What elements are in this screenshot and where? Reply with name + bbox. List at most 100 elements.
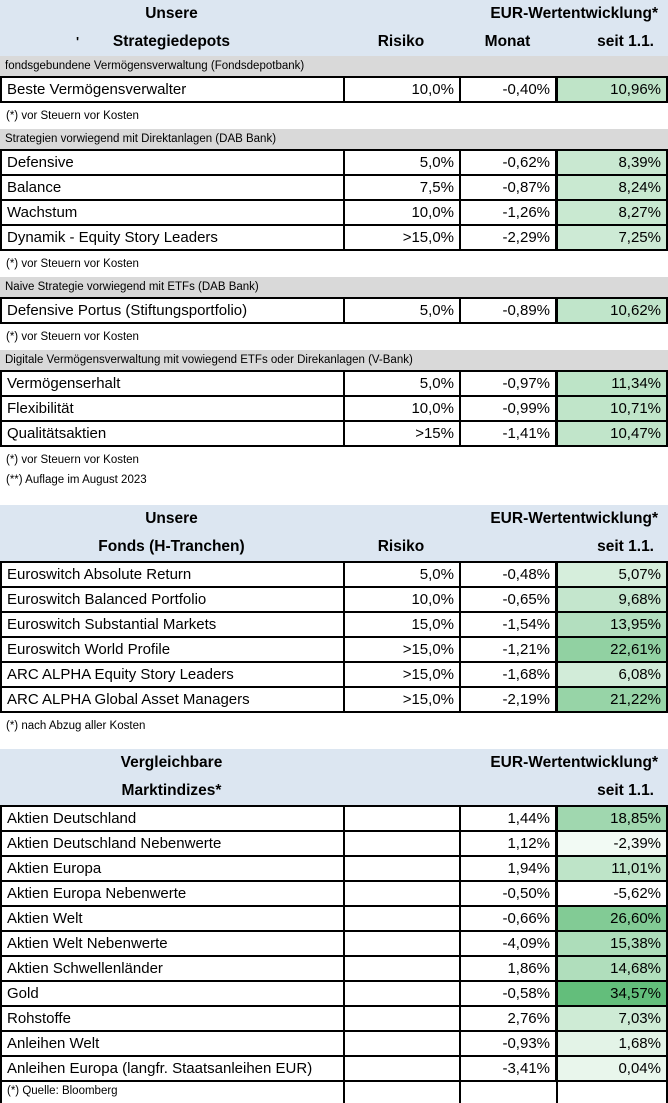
table-row: Aktien Welt -0,66% 26,60% <box>2 905 666 930</box>
risiko-value: 15,0% <box>345 613 461 636</box>
footnote: (*) vor Steuern vor Kosten <box>6 454 139 466</box>
table-row: Euroswitch Absolute Return 5,0% -0,48% 5,07… <box>2 563 666 586</box>
risiko-value: >15,0% <box>345 638 461 661</box>
table-row: Defensive Portus (Stiftungsportfolio) 5,0… <box>2 299 666 322</box>
table3-title-line2: Marktindizes* <box>121 782 222 799</box>
data-table: Beste Vermögensverwalter 10,0% -0,40% 10,96… <box>0 76 668 103</box>
table3-header: Vergleichbare EUR-Wertentwicklung* Markt… <box>0 749 668 805</box>
seit-value: 0,04% <box>558 1057 666 1080</box>
table-row: Vermögenserhalt 5,0% -0,97% 11,34% <box>2 372 666 395</box>
footnote: (*) vor Steuern vor Kosten <box>6 258 139 270</box>
seit-value: 5,07% <box>558 563 666 586</box>
table-row: Euroswitch Balanced Portfolio 10,0% -0,65%… <box>2 586 666 611</box>
monat-value: -0,62% <box>461 151 558 174</box>
seit-value: 11,34% <box>558 372 666 395</box>
seit-value: 11,01% <box>558 857 666 880</box>
instrument-name: Defensive Portus (Stiftungsportfolio) <box>2 299 345 322</box>
monat-value: -2,29% <box>461 226 558 249</box>
table1-header-row1: Unsere EUR-Wertentwicklung* <box>0 0 668 28</box>
seit-value: 14,68% <box>558 957 666 980</box>
instrument-name: Rohstoffe <box>2 1007 345 1030</box>
monat-value: -0,89% <box>461 299 558 322</box>
table-row: Anleihen Welt -0,93% 1,68% <box>2 1030 666 1055</box>
table-footer-row: (*) Quelle: Bloomberg <box>2 1080 666 1103</box>
risiko-value <box>345 807 461 830</box>
seit-value: 10,96% <box>558 78 666 101</box>
table-row: Wachstum 10,0% -1,26% 8,27% <box>2 199 666 224</box>
instrument-name: Defensive <box>2 151 345 174</box>
monat-value: 1,44% <box>461 807 558 830</box>
instrument-name: Aktien Europa <box>2 857 345 880</box>
risiko-value <box>345 907 461 930</box>
monat-value: -0,97% <box>461 372 558 395</box>
table-row: ARC ALPHA Equity Story Leaders >15,0% -1,6… <box>2 661 666 686</box>
instrument-name: Balance <box>2 176 345 199</box>
instrument-name: Euroswitch World Profile <box>2 638 345 661</box>
instrument-name: ARC ALPHA Equity Story Leaders <box>2 663 345 686</box>
seit-value: -2,39% <box>558 832 666 855</box>
risiko-value: 10,0% <box>345 397 461 420</box>
data-table: Aktien Deutschland 1,44% 18,85% Aktien Deu… <box>0 805 668 1103</box>
table-row: Aktien Europa Nebenwerte -0,50% -5,62% <box>2 880 666 905</box>
monat-value: -0,40% <box>461 78 558 101</box>
risiko-value: 7,5% <box>345 176 461 199</box>
seit-value: 13,95% <box>558 613 666 636</box>
seit-value: 8,39% <box>558 151 666 174</box>
data-table: Defensive 5,0% -0,62% 8,39% Balance 7,5% -0,8… <box>0 149 668 251</box>
seit-value: 7,03% <box>558 1007 666 1030</box>
monat-value: 1,86% <box>461 957 558 980</box>
table-row: Aktien Schwellenländer 1,86% 14,68% <box>2 955 666 980</box>
monat-value: -1,21% <box>461 638 558 661</box>
instrument-name: Aktien Europa Nebenwerte <box>2 882 345 905</box>
seit-value: 21,22% <box>558 688 666 711</box>
table2-risiko-label: Risiko <box>377 538 425 555</box>
monat-value: -0,58% <box>461 982 558 1005</box>
empty-cell <box>345 1082 461 1103</box>
data-table: Defensive Portus (Stiftungsportfolio) 5,0… <box>0 297 668 324</box>
seit-value: 6,08% <box>558 663 666 686</box>
risiko-value: 5,0% <box>345 151 461 174</box>
instrument-name: Flexibilität <box>2 397 345 420</box>
footnote: (*) vor Steuern vor Kosten <box>6 110 139 122</box>
table1-risiko-label: Risiko <box>377 33 425 50</box>
table1-header-row2: Strategiedepots Risiko Monat seit 1.1. <box>0 28 668 56</box>
table1-title-line2: Strategiedepots <box>112 33 231 50</box>
monat-value: -1,68% <box>461 663 558 686</box>
seit-value: 10,47% <box>558 422 666 445</box>
table1-title-line1: Unsere <box>145 5 198 22</box>
risiko-value: >15,0% <box>345 688 461 711</box>
monat-value: 1,94% <box>461 857 558 880</box>
instrument-name: Aktien Schwellenländer <box>2 957 345 980</box>
empty-cell <box>558 1082 666 1103</box>
seit-value: 9,68% <box>558 588 666 611</box>
table-row: Flexibilität 10,0% -0,99% 10,71% <box>2 395 666 420</box>
instrument-name: Qualitätsaktien <box>2 422 345 445</box>
instrument-name: Aktien Welt <box>2 907 345 930</box>
table2-header-row1: Unsere EUR-Wertentwicklung* <box>0 505 668 533</box>
table2-perf-label: EUR-Wertentwicklung* <box>490 510 658 527</box>
instrument-name: Anleihen Welt <box>2 1032 345 1055</box>
instrument-name: Euroswitch Balanced Portfolio <box>2 588 345 611</box>
instrument-name: Wachstum <box>2 201 345 224</box>
risiko-value <box>345 832 461 855</box>
seit-value: 1,68% <box>558 1032 666 1055</box>
risiko-value: >15,0% <box>345 226 461 249</box>
footnote: (**) Auflage im August 2023 <box>6 474 147 486</box>
monat-value: -1,26% <box>461 201 558 224</box>
table-row: Qualitätsaktien >15% -1,41% 10,47% <box>2 420 666 445</box>
instrument-name: ARC ALPHA Global Asset Managers <box>2 688 345 711</box>
table-row: Beste Vermögensverwalter 10,0% -0,40% 10,96… <box>2 78 666 101</box>
table1-seit-label: seit 1.1. <box>597 33 654 50</box>
table-row: Aktien Deutschland 1,44% 18,85% <box>2 807 666 830</box>
risiko-value: >15,0% <box>345 663 461 686</box>
seit-value: 22,61% <box>558 638 666 661</box>
risiko-value <box>345 1007 461 1030</box>
seit-value: 8,24% <box>558 176 666 199</box>
monat-value: -4,09% <box>461 932 558 955</box>
table1-perf-label: EUR-Wertentwicklung* <box>490 5 658 22</box>
table-row: Gold -0,58% 34,57% <box>2 980 666 1005</box>
seit-value: 18,85% <box>558 807 666 830</box>
monat-value: -0,48% <box>461 563 558 586</box>
risiko-value <box>345 882 461 905</box>
